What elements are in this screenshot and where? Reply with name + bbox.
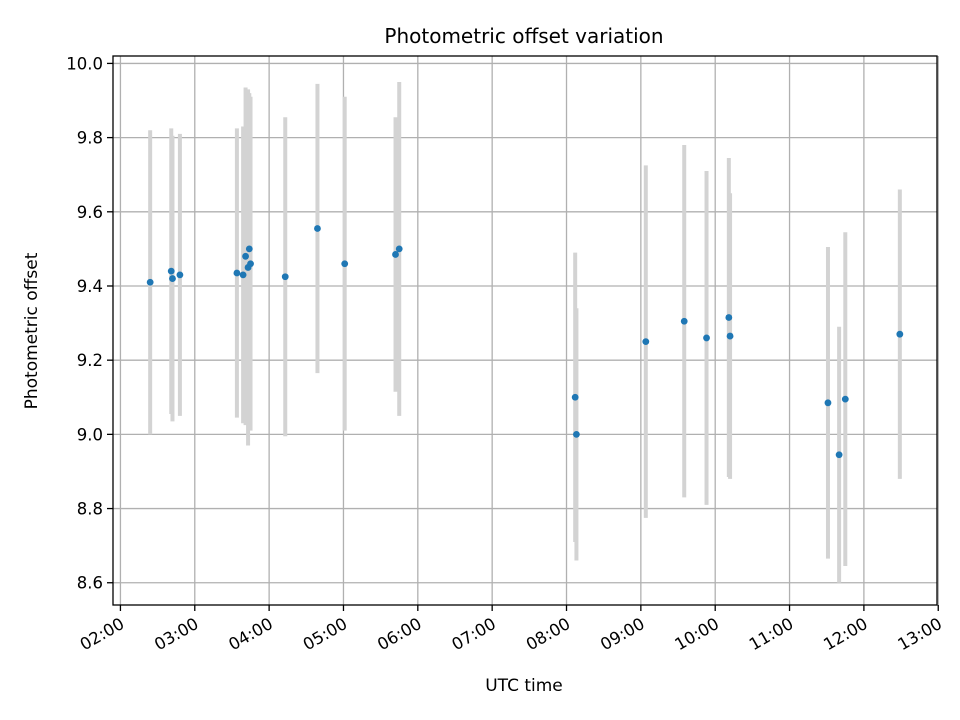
data-point (896, 330, 904, 338)
y-tick-label: 9.6 (77, 203, 103, 222)
data-point (680, 317, 688, 325)
x-tick-label: 06:00 (374, 614, 425, 654)
x-axis-label: UTC time (485, 676, 563, 696)
y-tick-label: 8.6 (77, 574, 103, 593)
x-tick-label: 08:00 (523, 614, 574, 654)
data-point (725, 314, 733, 321)
x-tick-label: 13:00 (895, 614, 946, 654)
data-point (703, 334, 710, 342)
y-tick-label: 9.2 (77, 351, 103, 370)
data-point (239, 271, 247, 279)
chart-title: Photometric offset variation (384, 24, 663, 48)
x-tick-label: 12:00 (820, 614, 871, 654)
y-tick-label: 9.4 (77, 277, 103, 296)
data-point (642, 338, 650, 346)
data-point (341, 260, 349, 268)
data-point (176, 271, 184, 279)
x-tick-label: 07:00 (448, 614, 499, 654)
data-point (167, 267, 175, 275)
data-point (392, 251, 399, 258)
y-axis-label: Photometric offset (22, 252, 42, 409)
data-point (169, 275, 176, 282)
data-point (242, 252, 249, 260)
x-tick-label: 02:00 (77, 614, 128, 654)
y-tick-label: 8.8 (77, 500, 103, 519)
data-point (573, 430, 580, 438)
plot-area: 02:00 03:00 04:00 05:00 06:00 07:00 08:00 09:00… (66, 54, 945, 654)
data-point (247, 260, 254, 268)
data-point (146, 278, 154, 286)
data-point (281, 273, 289, 281)
x-tick-label: 10:00 (672, 614, 723, 654)
data-point (841, 395, 849, 403)
data-point (571, 393, 579, 401)
x-tick-label: 11:00 (746, 614, 797, 654)
data-point (824, 399, 832, 407)
data-point (395, 245, 403, 253)
x-tick-label: 03:00 (151, 614, 202, 654)
y-tick-label: 9.8 (77, 129, 103, 148)
data-point (245, 245, 253, 253)
x-tick-label: 09:00 (597, 614, 648, 654)
data-point (835, 451, 843, 459)
y-tick-label: 9.0 (77, 425, 103, 444)
axes-frame (112, 55, 938, 606)
data-point (314, 225, 321, 232)
data-point (233, 269, 241, 277)
x-tick-label: 05:00 (300, 614, 351, 654)
y-tick-label: 10.0 (66, 54, 103, 73)
data-point (726, 332, 734, 340)
x-tick-label: 04:00 (225, 614, 276, 654)
